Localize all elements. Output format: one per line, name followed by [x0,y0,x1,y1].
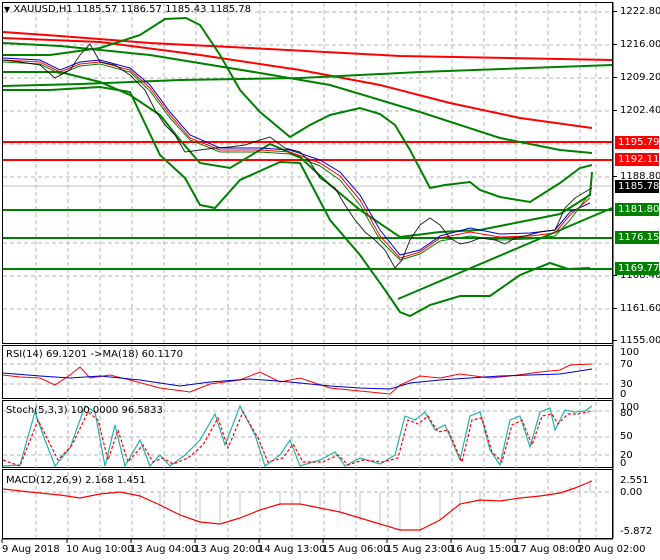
time-label: 15 Aug 23:00 [386,544,454,555]
macd-title: MACD(12,26,9) 2.168 1.451 [6,475,146,486]
stoch-axis-80: 80 [620,408,633,419]
level-tag-support: 1181.80 [615,203,659,216]
rsi-axis-30: 30 [620,379,633,390]
last-price-tag: 1185.78 [615,180,659,193]
symbol-title: XAUUSD,H1 [13,4,73,15]
price-tick: 1161.60 [612,303,660,314]
stoch-title: Stoch(5,3,3) 100.0000 96.5833 [6,405,163,416]
macd-signal-line [2,480,593,531]
time-label: 20 Aug 02:00 [578,544,646,555]
time-ticks [1,539,580,543]
stoch-axis-100: 100 [620,402,640,413]
trendline [397,207,613,300]
price-tick: 1216.00 [612,39,660,50]
candlesticks [2,43,593,269]
time-label: 9 Aug 2018 [2,544,60,555]
stoch-axis-20: 20 [620,450,633,461]
collapse-arrow-icon[interactable]: ▼ [4,5,11,14]
time-label: 15 Aug 06:00 [322,544,390,555]
macd-axis-min: -5.872 [620,526,653,537]
stoch-axis-0: 0 [620,458,627,469]
price-tick: 1188.80 [612,171,660,182]
grid-lines [3,3,612,538]
rsi-axis-100: 100 [620,347,640,358]
rsi-title: RSI(14) 69.1201 ->MA(18) 60.1170 [6,349,183,360]
price-tick: 1222.80 [612,6,660,17]
rsi-lines [2,363,593,395]
ohlc-open: 1185.57 [75,4,118,15]
chart-title: ▼ XAUUSD,H1 1185.57 1186.57 1185.43 1185… [4,4,251,15]
time-label: 10 Aug 10:00 [66,544,134,555]
ohlc-close: 1185.78 [209,4,251,15]
level-tag-resistance: 1192.11 [615,153,659,166]
level-tag-support: 1176.15 [615,231,659,244]
macd-panel[interactable] [2,469,613,539]
level-tag-resistance: 1195.79 [615,136,659,149]
macd-histogram [59,480,591,533]
macd-axis-max: 2.551 [620,475,649,486]
ohlc-low: 1185.43 [165,4,207,15]
time-label: 13 Aug 04:00 [130,544,198,555]
price-tick: 1168.40 [612,270,660,281]
level-tag-support: 1169.77 [615,262,659,275]
time-label: 14 Aug 13:00 [258,544,326,555]
stoch-axis-50: 50 [620,431,633,442]
macd-axis-zero: 0.00 [620,487,643,498]
time-label: 17 Aug 08:00 [514,544,582,555]
time-label: 16 Aug 15:00 [450,544,518,555]
ohlc-high: 1186.57 [120,4,162,15]
price-tick: 1155.00 [612,335,660,346]
rsi-axis-0: 0 [620,389,627,400]
stoch-lines [2,404,593,468]
rsi-panel[interactable] [2,345,613,399]
price-tick: 1209.20 [612,72,660,83]
moving-averages [2,31,613,154]
time-label: 13 Aug 20:00 [194,544,262,555]
bollinger-bands [3,16,593,318]
price-tick: 1202.40 [612,105,660,116]
rsi-axis-70: 70 [620,359,633,370]
